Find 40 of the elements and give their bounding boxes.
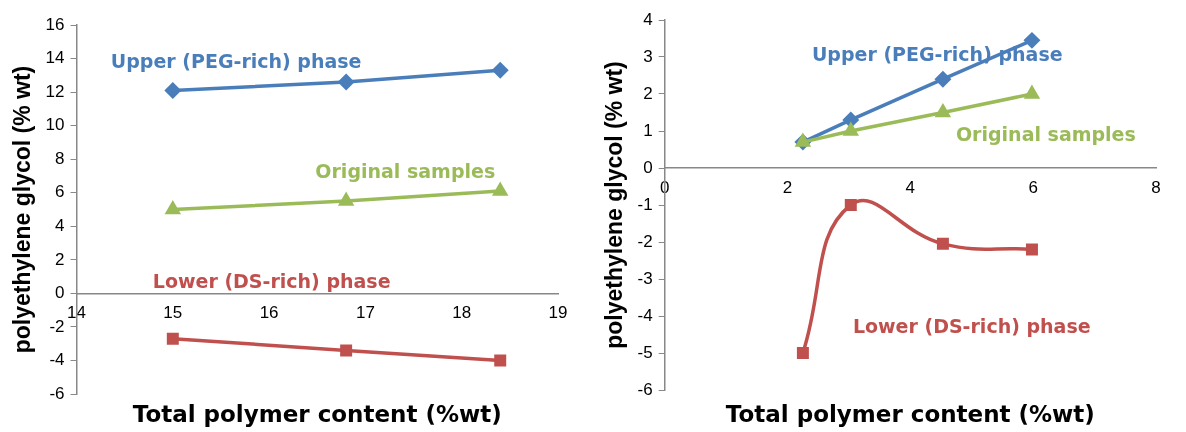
y-tick-label: 4 <box>55 215 65 235</box>
x-tick-label: 6 <box>1028 177 1038 197</box>
y-axis-title: polyethylene glycol (% wt) <box>601 61 628 349</box>
x-tick-label: 8 <box>1151 177 1161 197</box>
y-tick-label: -3 <box>637 268 653 288</box>
series-label: Original samples <box>955 122 1136 145</box>
y-tick-label: -6 <box>637 379 653 399</box>
y-tick-label: -1 <box>637 194 653 214</box>
y-tick-label: 2 <box>55 249 65 269</box>
x-tick-label: 2 <box>782 177 793 197</box>
y-tick-label: -2 <box>49 316 65 336</box>
y-tick-label: 4 <box>643 9 653 29</box>
y-tick-label: -2 <box>637 231 653 251</box>
y-tick-label: -6 <box>49 383 65 403</box>
x-tick-label: 19 <box>548 303 568 323</box>
y-tick-label: -5 <box>637 342 653 362</box>
y-tick-label: 2 <box>643 83 653 103</box>
y-tick-label: 8 <box>55 148 65 168</box>
y-tick-label: -4 <box>637 305 653 325</box>
y-tick-label: 16 <box>45 14 65 34</box>
x-tick-label: 17 <box>355 303 375 323</box>
x-tick-label: 16 <box>259 303 279 323</box>
x-axis-title: Total polymer content (%wt) <box>725 401 1095 428</box>
series-label: Original samples <box>315 159 496 182</box>
x-tick-label: 18 <box>452 303 472 323</box>
x-tick-label: 15 <box>163 303 183 323</box>
text: Lower (DS-rich) phase <box>852 314 1091 337</box>
y-tick-label: 12 <box>45 81 65 101</box>
y-tick-label: 1 <box>643 120 653 140</box>
y-axis-title: polyethylene glycol (% wt) <box>9 65 36 354</box>
x-axis-title: Total polymer content (%wt) <box>132 401 502 428</box>
y-tick-label: 3 <box>643 46 653 66</box>
series-label: Upper (PEG-rich) phase <box>110 50 362 73</box>
y-tick-label: 0 <box>55 283 65 303</box>
y-tick-label: 10 <box>45 115 65 135</box>
y-tick-label: 0 <box>643 157 653 177</box>
y-tick-label: -4 <box>49 350 65 370</box>
text: Lower (DS-rich) phase <box>152 269 391 292</box>
y-tick-label: 14 <box>45 48 65 68</box>
x-tick-label: 4 <box>905 177 916 197</box>
